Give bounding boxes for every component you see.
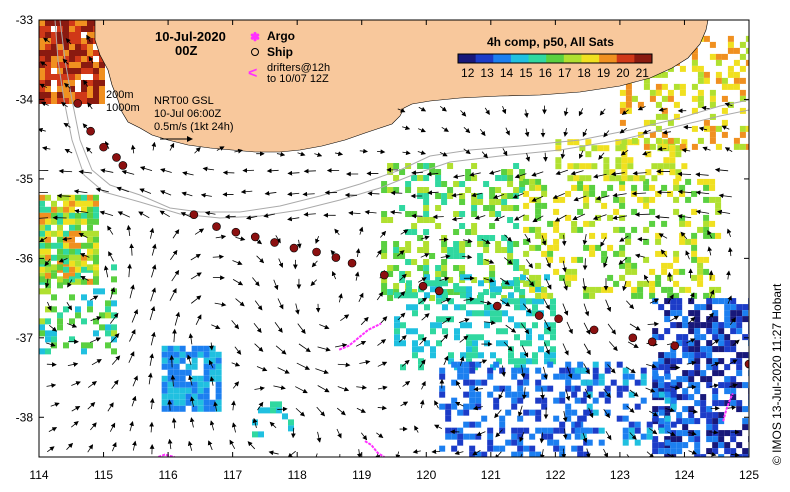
colorbar-swatch <box>493 54 512 63</box>
colorbar-ticks: 12 13 14 15 16 17 18 19 20 21 <box>461 66 649 80</box>
ship-track-point <box>112 153 121 162</box>
source-time: 10-Jul 06:00Z <box>154 108 222 120</box>
ship-track-point <box>744 359 749 369</box>
argo-symbol-icon: ✽ <box>250 30 260 44</box>
colorbar-tick-label: 15 <box>519 66 533 80</box>
colorbar-swatch <box>563 54 582 63</box>
ship-track-point <box>270 238 279 247</box>
drifter-track <box>722 392 734 422</box>
x-tick-label: 125 <box>739 468 759 482</box>
colorbar-swatch <box>475 54 494 63</box>
y-axis: -33 -34 -35 -36 -37 -38 <box>16 13 749 424</box>
colorbar-swatch <box>634 54 653 63</box>
drifter-track <box>158 453 175 457</box>
x-tick-label: 116 <box>159 468 178 482</box>
drifters-label-line2: to 10/07 12Z <box>267 73 329 85</box>
x-tick-label: 117 <box>223 468 242 482</box>
ship-track-point <box>670 341 680 351</box>
colorbar: 4h comp, p50, All Sats 12 13 14 15 16 17 18 19 2… <box>457 35 653 80</box>
colorbar-title: 4h comp, p50, All Sats <box>487 35 614 49</box>
ship-track-point <box>589 325 599 335</box>
map-time: 00Z <box>175 43 197 58</box>
colorbar-tick-label: 18 <box>577 66 591 80</box>
drifter-track <box>338 322 382 351</box>
y-tick-label: -37 <box>16 331 34 345</box>
x-tick-label: 115 <box>94 468 113 482</box>
x-tick-label: 123 <box>610 468 630 482</box>
colorbar-tick-label: 13 <box>480 66 494 80</box>
colorbar-swatch <box>528 54 547 63</box>
symbol-legend: ✽ Argo Ship < drifters@12h to 10/07 12Z <box>248 29 330 85</box>
ship-symbol-icon <box>251 48 259 56</box>
y-tick-label: -36 <box>16 251 34 265</box>
ship-track-point <box>554 314 563 324</box>
ship-track-point <box>289 243 299 253</box>
colorbar-swatch <box>458 54 477 63</box>
sst-pixels <box>39 20 749 457</box>
ship-track-point <box>312 247 321 257</box>
colorbar-tick-label: 17 <box>558 66 572 80</box>
ship-track-point <box>534 311 544 320</box>
ship-track-point <box>628 333 638 343</box>
colorbar-swatch <box>616 54 635 63</box>
ship-track-point <box>231 227 241 237</box>
ship-track-point <box>418 281 428 291</box>
x-tick-label: 118 <box>288 468 307 482</box>
x-tick-label: 120 <box>416 468 436 482</box>
current-vectors <box>39 34 740 457</box>
x-tick-label: 114 <box>29 468 48 482</box>
x-tick-label: 124 <box>674 468 694 482</box>
contour-1000m <box>54 20 749 219</box>
colorbar-tick-label: 20 <box>616 66 630 80</box>
ship-track-point <box>99 142 108 152</box>
x-tick-label: 121 <box>481 468 501 482</box>
drifters-label-line1: drifters@12h <box>267 62 330 74</box>
depth-label-1000m: 1000m <box>106 102 140 114</box>
y-tick-label: -34 <box>16 92 34 106</box>
colorbar-swatch <box>599 54 618 63</box>
colorbar-swatches <box>458 54 653 63</box>
colorbar-swatch <box>510 54 530 63</box>
ship-label: Ship <box>267 45 293 59</box>
drifter-symbol-icon: < <box>248 65 257 82</box>
colorbar-tick-label: 14 <box>500 66 514 80</box>
x-tick-label: 122 <box>545 468 565 482</box>
depth-label-200m: 200m <box>106 89 134 101</box>
drifter-track <box>364 440 385 457</box>
drifter-tracks <box>158 322 734 457</box>
plot-frame <box>38 19 750 458</box>
ship-track-point <box>331 253 341 262</box>
ship-track <box>73 99 749 369</box>
ship-track-point <box>647 337 657 347</box>
ship-track-point <box>212 222 221 231</box>
ship-track-point <box>118 161 128 170</box>
x-tick-label: 119 <box>352 468 371 482</box>
colorbar-swatch <box>581 54 600 63</box>
colorbar-frame <box>457 53 653 64</box>
map-date: 10-Jul-2020 <box>155 29 226 44</box>
ship-track-point <box>250 232 260 242</box>
y-tick-label: -38 <box>16 410 34 424</box>
y-tick-label: -33 <box>16 13 34 27</box>
scale-label: 0.5m/s (1kt 24h) <box>154 121 233 133</box>
land-mass <box>94 20 709 153</box>
colorbar-tick-label: 12 <box>461 66 475 80</box>
colorbar-tick-label: 16 <box>539 66 553 80</box>
argo-label: Argo <box>267 29 295 43</box>
y-tick-label: -35 <box>16 172 34 186</box>
x-axis: 114 115 116 117 118 119 120 121 122 123 124 125 <box>29 20 759 482</box>
colorbar-tick-label: 19 <box>597 66 611 80</box>
credit-text: © IMOS 13-Jul-2020 11:27 Hobart <box>770 283 784 465</box>
colorbar-swatch <box>546 54 565 63</box>
ship-track-point <box>189 210 199 219</box>
ship-track-point <box>434 286 444 296</box>
ship-track-point <box>492 301 502 311</box>
ship-track-point <box>73 99 83 108</box>
ship-track-point <box>86 126 95 136</box>
source-label: NRT00 GSL <box>154 95 214 107</box>
ship-track-point <box>347 258 357 268</box>
ship-track-point <box>380 270 389 280</box>
colorbar-tick-label: 21 <box>636 66 650 80</box>
